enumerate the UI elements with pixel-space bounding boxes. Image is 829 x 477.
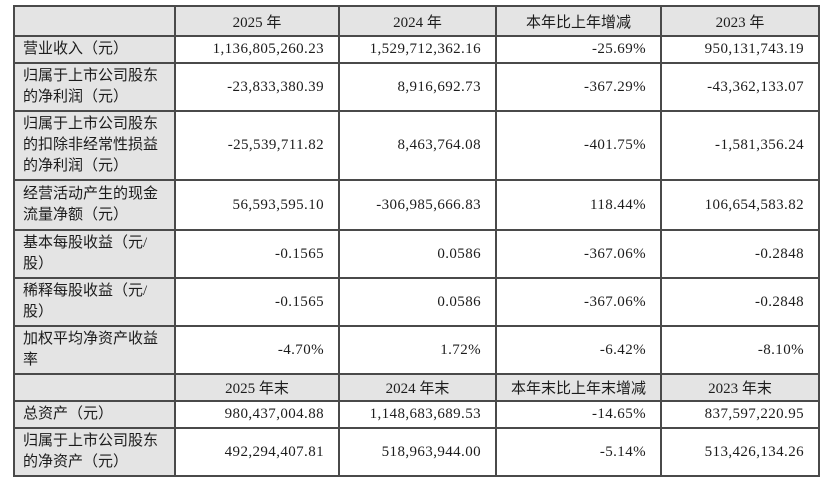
cell-2023: -8.10% [660, 325, 820, 375]
cell-2023: -1,581,356.24 [660, 110, 820, 181]
cell-2023-end: 513,426,134.26 [660, 427, 820, 477]
cell-2024-end: 1,148,683,689.53 [338, 400, 497, 429]
row-label: 加权平均净资产收益率 [13, 325, 176, 375]
column-header-2024-end: 2024 年末 [338, 373, 497, 402]
cell-2023: 950,131,743.19 [660, 35, 820, 64]
table-row-net-assets: 归属于上市公司股东的净资产（元） 492,294,407.81 518,963,… [13, 427, 820, 477]
row-label: 总资产（元） [13, 400, 176, 429]
table-row-basic-eps: 基本每股收益（元/股） -0.1565 0.0586 -367.06% -0.2… [13, 229, 820, 279]
cell-2025: -0.1565 [174, 229, 340, 279]
row-label: 归属于上市公司股东的净利润（元） [13, 62, 176, 112]
cell-2024: 8,463,764.08 [338, 110, 497, 181]
table-row-net-profit: 归属于上市公司股东的净利润（元） -23,833,380.39 8,916,69… [13, 62, 820, 112]
cell-yoy-change: 118.44% [495, 179, 662, 231]
cell-yoy-change: -367.29% [495, 62, 662, 112]
corner-cell [13, 373, 176, 402]
column-header-2024: 2024 年 [338, 5, 497, 37]
cell-2023: -0.2848 [660, 229, 820, 279]
cell-year-end-change: -14.65% [495, 400, 662, 429]
cell-2025: -25,539,711.82 [174, 110, 340, 181]
cell-2025: 56,593,595.10 [174, 179, 340, 231]
column-header-2025-end: 2025 年末 [174, 373, 340, 402]
cell-year-end-change: -5.14% [495, 427, 662, 477]
table-row-weighted-avg-roe: 加权平均净资产收益率 -4.70% 1.72% -6.42% -8.10% [13, 325, 820, 375]
row-label: 营业收入（元） [13, 35, 176, 64]
table-row-operating-cash-flow: 经营活动产生的现金流量净额（元） 56,593,595.10 -306,985,… [13, 179, 820, 231]
annual-header-row: 2025 年 2024 年 本年比上年增减 2023 年 [13, 5, 820, 37]
table-row-revenue: 营业收入（元） 1,136,805,260.23 1,529,712,362.1… [13, 35, 820, 64]
table-row-diluted-eps: 稀释每股收益（元/股） -0.1565 0.0586 -367.06% -0.2… [13, 277, 820, 327]
cell-2024: 0.0586 [338, 229, 497, 279]
corner-cell [13, 5, 176, 37]
column-header-2023: 2023 年 [660, 5, 820, 37]
cell-2024-end: 518,963,944.00 [338, 427, 497, 477]
table-row-net-profit-excl-nonrecurring: 归属于上市公司股东的扣除非经常性损益的净利润（元） -25,539,711.82… [13, 110, 820, 181]
row-label: 经营活动产生的现金流量净额（元） [13, 179, 176, 231]
column-header-yoy-change: 本年比上年增减 [495, 5, 662, 37]
cell-2023: -0.2848 [660, 277, 820, 327]
cell-2025: 1,136,805,260.23 [174, 35, 340, 64]
cell-2024: -306,985,666.83 [338, 179, 497, 231]
column-header-2023-end: 2023 年末 [660, 373, 820, 402]
year-end-header-row: 2025 年末 2024 年末 本年末比上年末增减 2023 年末 [13, 373, 820, 402]
cell-2025: -0.1565 [174, 277, 340, 327]
cell-2025: -4.70% [174, 325, 340, 375]
cell-yoy-change: -367.06% [495, 229, 662, 279]
row-label: 稀释每股收益（元/股） [13, 277, 176, 327]
cell-yoy-change: -25.69% [495, 35, 662, 64]
cell-2024: 1,529,712,362.16 [338, 35, 497, 64]
cell-2024: 8,916,692.73 [338, 62, 497, 112]
row-label: 归属于上市公司股东的净资产（元） [13, 427, 176, 477]
cell-2025-end: 980,437,004.88 [174, 400, 340, 429]
financial-summary-table: 2025 年 2024 年 本年比上年增减 2023 年 营业收入（元） 1,1… [13, 5, 820, 477]
cell-2025-end: 492,294,407.81 [174, 427, 340, 477]
cell-2024: 0.0586 [338, 277, 497, 327]
row-label: 基本每股收益（元/股） [13, 229, 176, 279]
column-header-2025: 2025 年 [174, 5, 340, 37]
table-row-total-assets: 总资产（元） 980,437,004.88 1,148,683,689.53 -… [13, 400, 820, 429]
cell-2023: -43,362,133.07 [660, 62, 820, 112]
cell-2024: 1.72% [338, 325, 497, 375]
cell-2023: 106,654,583.82 [660, 179, 820, 231]
cell-yoy-change: -367.06% [495, 277, 662, 327]
cell-yoy-change: -6.42% [495, 325, 662, 375]
cell-yoy-change: -401.75% [495, 110, 662, 181]
cell-2025: -23,833,380.39 [174, 62, 340, 112]
column-header-year-end-change: 本年末比上年末增减 [495, 373, 662, 402]
row-label: 归属于上市公司股东的扣除非经常性损益的净利润（元） [13, 110, 176, 181]
cell-2023-end: 837,597,220.95 [660, 400, 820, 429]
